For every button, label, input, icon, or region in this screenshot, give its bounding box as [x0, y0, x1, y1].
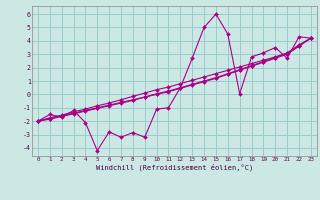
X-axis label: Windchill (Refroidissement éolien,°C): Windchill (Refroidissement éolien,°C): [96, 164, 253, 171]
